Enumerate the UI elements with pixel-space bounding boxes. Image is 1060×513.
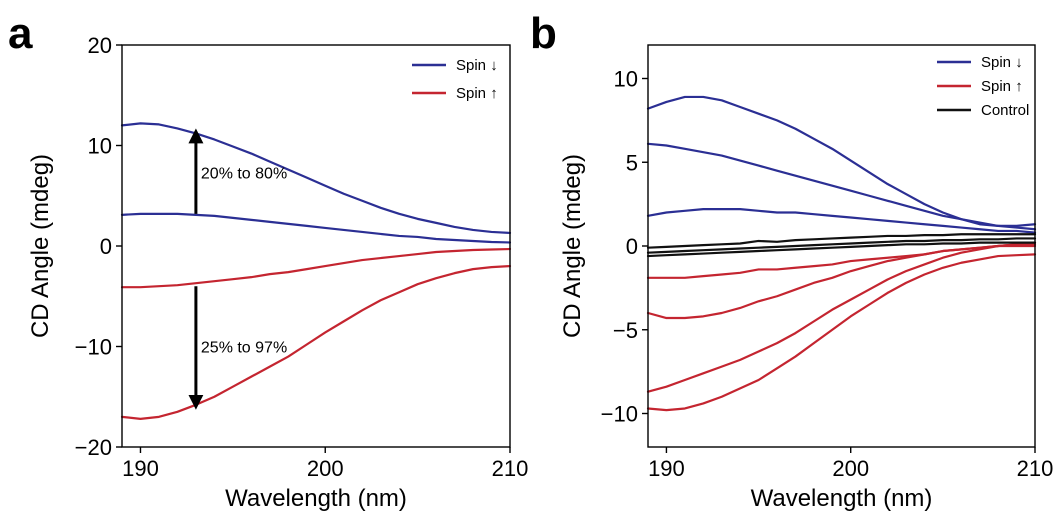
series-line-control-9 bbox=[646, 241, 1037, 258]
annotation-label: 20% to 80% bbox=[201, 166, 287, 183]
panel-letter: a bbox=[8, 9, 33, 58]
panel-letter: b bbox=[530, 9, 557, 58]
y-tick-label: 5 bbox=[626, 150, 638, 175]
series-line-spin-up-2 bbox=[120, 247, 512, 289]
legend-label: Spin ↓ bbox=[456, 57, 498, 74]
legend: Spin ↓ Spin ↑ bbox=[412, 57, 498, 102]
x-tick-label: 200 bbox=[307, 456, 344, 481]
series-line-spin-down-2 bbox=[646, 208, 1037, 234]
y-tick-label: 20 bbox=[88, 33, 112, 58]
x-axis-label: Wavelength (nm) bbox=[751, 485, 933, 512]
legend-label: Control bbox=[981, 102, 1029, 119]
legend: Spin ↓ Spin ↑ Control bbox=[937, 54, 1029, 119]
y-tick-label: −10 bbox=[75, 335, 112, 360]
x-tick-label: 210 bbox=[1017, 456, 1054, 481]
y-tick-label: 0 bbox=[100, 234, 112, 259]
x-tick-label: 190 bbox=[648, 456, 685, 481]
y-axis-label: CD Angle (mdeg) bbox=[27, 154, 54, 338]
series-line-spin-down-1 bbox=[646, 142, 1037, 231]
series-line-spin-up-3 bbox=[120, 265, 512, 420]
plot-frame bbox=[121, 44, 511, 448]
x-tick-label: 190 bbox=[122, 456, 159, 481]
series-line-spin-down-0 bbox=[120, 122, 512, 235]
series-line-spin-up-6 bbox=[646, 253, 1037, 412]
series-line-spin-up-4 bbox=[646, 243, 1037, 320]
legend-label: Spin ↓ bbox=[981, 54, 1023, 71]
y-tick-label: 0 bbox=[626, 234, 638, 259]
legend-label: Spin ↑ bbox=[981, 78, 1023, 95]
y-tick-label: 10 bbox=[88, 134, 112, 159]
x-tick-label: 210 bbox=[492, 456, 529, 481]
y-tick-label: −10 bbox=[601, 402, 638, 427]
series-line-spin-up-5 bbox=[646, 241, 1037, 393]
y-tick-label: −20 bbox=[75, 435, 112, 460]
series-line-control-7 bbox=[646, 233, 1037, 249]
x-tick-label: 200 bbox=[832, 456, 869, 481]
legend-label: Spin ↑ bbox=[456, 85, 498, 102]
series-line-spin-down-0 bbox=[646, 95, 1037, 227]
series-line-control-8 bbox=[646, 237, 1037, 254]
annotation-label: 25% to 97% bbox=[201, 340, 287, 357]
series-line-spin-down-1 bbox=[120, 212, 512, 244]
y-axis-label: CD Angle (mdeg) bbox=[559, 154, 586, 338]
panel-a: a 20% to 80% 25% to 97% 190 200 210 20 10 0 −10 −2… bbox=[8, 9, 528, 512]
x-axis-label: Wavelength (nm) bbox=[225, 485, 407, 512]
y-tick-label: −5 bbox=[613, 318, 638, 343]
y-tick-label: 10 bbox=[614, 67, 638, 92]
